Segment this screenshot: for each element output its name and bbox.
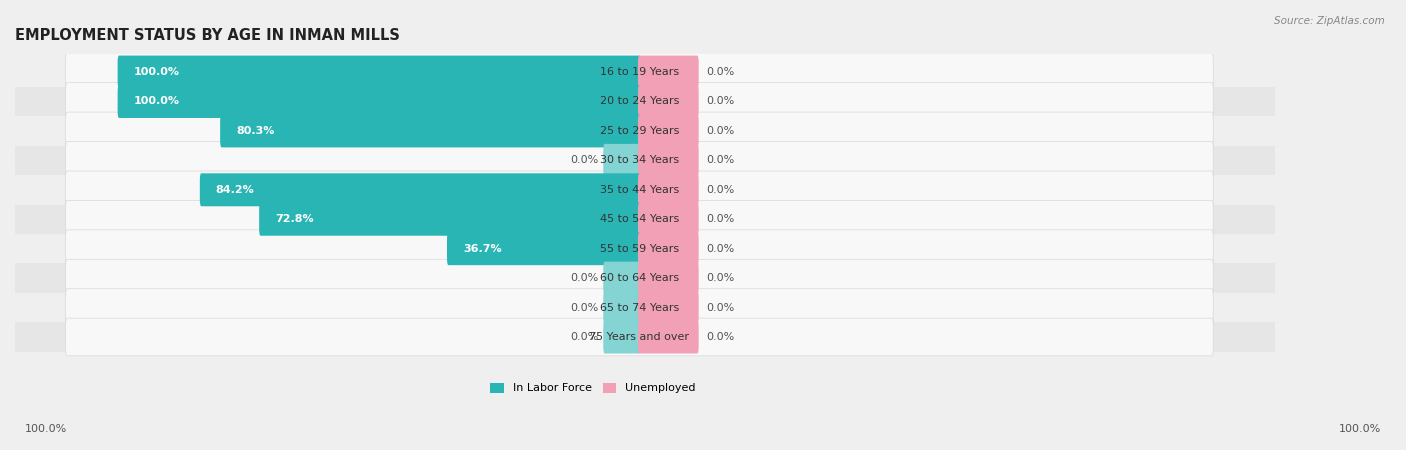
Text: 0.0%: 0.0%: [706, 185, 734, 195]
Text: 0.0%: 0.0%: [706, 214, 734, 224]
Text: 30 to 34 Years: 30 to 34 Years: [600, 155, 679, 165]
Text: 0.0%: 0.0%: [706, 273, 734, 283]
Text: 45 to 54 Years: 45 to 54 Years: [600, 214, 679, 224]
FancyBboxPatch shape: [66, 289, 1213, 326]
Text: 75 Years and over: 75 Years and over: [589, 332, 689, 342]
FancyBboxPatch shape: [66, 171, 1213, 209]
FancyBboxPatch shape: [603, 320, 641, 354]
Text: 65 to 74 Years: 65 to 74 Years: [600, 302, 679, 313]
FancyBboxPatch shape: [66, 112, 1213, 150]
FancyBboxPatch shape: [638, 261, 699, 295]
FancyBboxPatch shape: [638, 291, 699, 324]
Text: 16 to 19 Years: 16 to 19 Years: [600, 67, 679, 77]
FancyBboxPatch shape: [603, 261, 641, 295]
FancyBboxPatch shape: [118, 85, 641, 118]
Bar: [3, 116, 1275, 146]
FancyBboxPatch shape: [66, 318, 1213, 356]
Text: 25 to 29 Years: 25 to 29 Years: [600, 126, 679, 136]
FancyBboxPatch shape: [638, 173, 699, 206]
Text: 72.8%: 72.8%: [276, 214, 314, 224]
FancyBboxPatch shape: [603, 291, 641, 324]
FancyBboxPatch shape: [638, 85, 699, 118]
Text: 0.0%: 0.0%: [571, 302, 599, 313]
Text: 0.0%: 0.0%: [706, 126, 734, 136]
Text: 0.0%: 0.0%: [571, 155, 599, 165]
FancyBboxPatch shape: [66, 259, 1213, 297]
Text: 55 to 59 Years: 55 to 59 Years: [600, 244, 679, 254]
Text: 100.0%: 100.0%: [134, 67, 180, 77]
Text: 35 to 44 Years: 35 to 44 Years: [600, 185, 679, 195]
Bar: [3, 234, 1275, 263]
FancyBboxPatch shape: [66, 83, 1213, 120]
Text: 0.0%: 0.0%: [706, 96, 734, 107]
Text: 0.0%: 0.0%: [706, 332, 734, 342]
FancyBboxPatch shape: [66, 230, 1213, 267]
Text: 60 to 64 Years: 60 to 64 Years: [600, 273, 679, 283]
Text: 0.0%: 0.0%: [706, 67, 734, 77]
Text: EMPLOYMENT STATUS BY AGE IN INMAN MILLS: EMPLOYMENT STATUS BY AGE IN INMAN MILLS: [15, 28, 399, 44]
FancyBboxPatch shape: [118, 55, 641, 89]
FancyBboxPatch shape: [638, 232, 699, 265]
FancyBboxPatch shape: [638, 144, 699, 177]
Text: 0.0%: 0.0%: [706, 244, 734, 254]
FancyBboxPatch shape: [447, 232, 641, 265]
Text: 0.0%: 0.0%: [706, 155, 734, 165]
FancyBboxPatch shape: [259, 203, 641, 236]
FancyBboxPatch shape: [200, 173, 641, 206]
Text: 36.7%: 36.7%: [463, 244, 502, 254]
Bar: [3, 146, 1275, 175]
FancyBboxPatch shape: [66, 53, 1213, 91]
Text: Source: ZipAtlas.com: Source: ZipAtlas.com: [1274, 16, 1385, 26]
Bar: [3, 175, 1275, 204]
Text: 100.0%: 100.0%: [25, 424, 67, 434]
FancyBboxPatch shape: [638, 114, 699, 148]
Bar: [3, 204, 1275, 234]
FancyBboxPatch shape: [221, 114, 641, 148]
Bar: [3, 57, 1275, 87]
Legend: In Labor Force, Unemployed: In Labor Force, Unemployed: [486, 378, 700, 398]
Bar: [3, 263, 1275, 293]
Text: 20 to 24 Years: 20 to 24 Years: [600, 96, 679, 107]
Text: 84.2%: 84.2%: [215, 185, 254, 195]
FancyBboxPatch shape: [66, 142, 1213, 179]
Text: 100.0%: 100.0%: [1339, 424, 1381, 434]
Bar: [3, 322, 1275, 352]
FancyBboxPatch shape: [638, 55, 699, 89]
FancyBboxPatch shape: [603, 144, 641, 177]
Text: 100.0%: 100.0%: [134, 96, 180, 107]
FancyBboxPatch shape: [638, 320, 699, 354]
Text: 0.0%: 0.0%: [571, 273, 599, 283]
Text: 80.3%: 80.3%: [236, 126, 274, 136]
Text: 0.0%: 0.0%: [571, 332, 599, 342]
Text: 0.0%: 0.0%: [706, 302, 734, 313]
Bar: [3, 293, 1275, 322]
FancyBboxPatch shape: [66, 200, 1213, 238]
Bar: [3, 87, 1275, 116]
FancyBboxPatch shape: [638, 203, 699, 236]
